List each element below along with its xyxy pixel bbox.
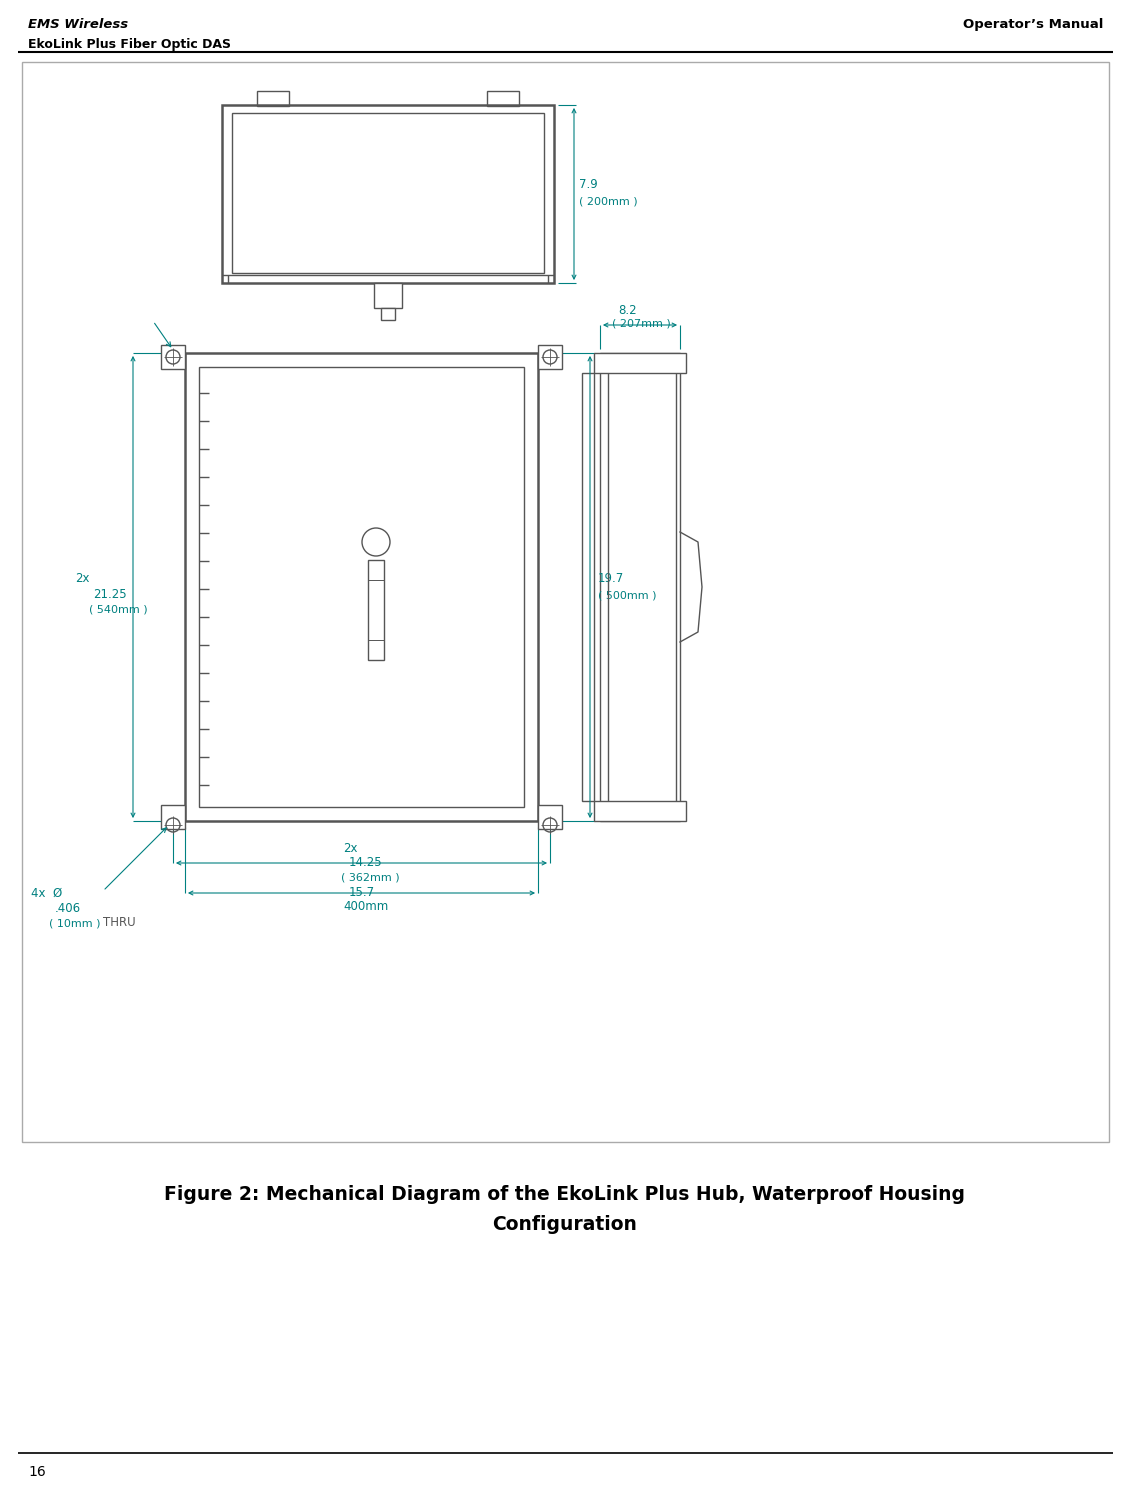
Text: ( 540mm ): ( 540mm ) xyxy=(89,603,148,614)
Text: 4x  Ø: 4x Ø xyxy=(31,887,62,900)
Bar xyxy=(368,560,385,660)
Bar xyxy=(381,308,395,320)
Bar xyxy=(222,104,554,283)
Text: 2x: 2x xyxy=(75,572,89,586)
Text: ( 362mm ): ( 362mm ) xyxy=(342,872,399,882)
Bar xyxy=(594,353,687,372)
Bar xyxy=(161,346,185,370)
Bar xyxy=(199,367,524,808)
Text: 7.9: 7.9 xyxy=(579,179,598,192)
Bar xyxy=(374,283,402,308)
Text: Operator’s Manual: Operator’s Manual xyxy=(962,18,1103,31)
Text: 2x: 2x xyxy=(343,842,357,855)
Text: 21.25: 21.25 xyxy=(93,587,127,600)
Text: ( 10mm ): ( 10mm ) xyxy=(49,918,101,928)
Text: ( 200mm ): ( 200mm ) xyxy=(579,197,638,207)
Text: 400mm: 400mm xyxy=(343,900,388,913)
Text: .406: .406 xyxy=(55,901,81,915)
Text: 16: 16 xyxy=(28,1465,45,1480)
Bar xyxy=(608,361,676,814)
Bar xyxy=(161,805,185,828)
Text: 19.7: 19.7 xyxy=(598,572,624,586)
Bar xyxy=(257,91,290,106)
Text: EkoLink Plus Fiber Optic DAS: EkoLink Plus Fiber Optic DAS xyxy=(28,39,231,51)
Text: EMS Wireless: EMS Wireless xyxy=(28,18,128,31)
Bar xyxy=(21,63,1110,1141)
Bar xyxy=(582,372,594,802)
Text: Figure 2: Mechanical Diagram of the EkoLink Plus Hub, Waterproof Housing: Figure 2: Mechanical Diagram of the EkoL… xyxy=(164,1185,966,1204)
Bar xyxy=(487,91,519,106)
Text: Configuration: Configuration xyxy=(493,1214,638,1234)
Bar xyxy=(594,802,687,821)
Bar xyxy=(232,113,544,273)
Bar xyxy=(601,353,680,821)
Text: 15.7: 15.7 xyxy=(349,885,375,898)
Text: ( 500mm ): ( 500mm ) xyxy=(598,590,656,600)
Bar xyxy=(185,353,538,821)
Bar xyxy=(538,805,562,828)
Text: 14.25: 14.25 xyxy=(349,855,382,869)
Text: ( 207mm ): ( 207mm ) xyxy=(612,319,671,329)
Bar xyxy=(538,346,562,370)
Text: 8.2: 8.2 xyxy=(618,304,637,317)
Text: THRU: THRU xyxy=(103,916,136,930)
